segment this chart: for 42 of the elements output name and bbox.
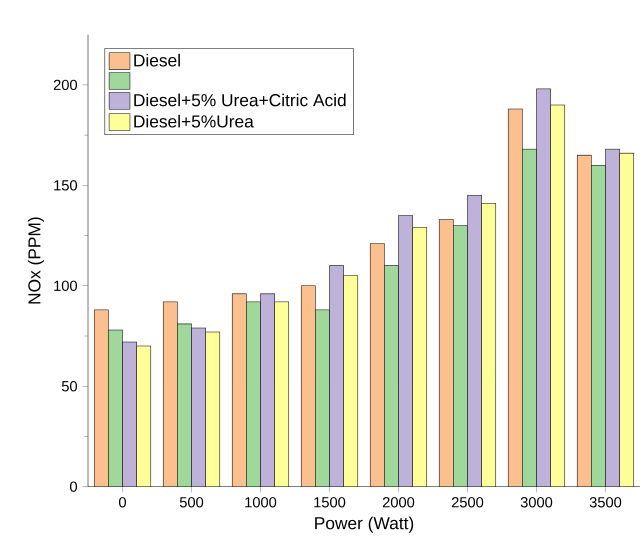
y-tick-label: 200 xyxy=(54,80,78,90)
bar xyxy=(576,155,592,487)
x-tick-label: 3500 xyxy=(590,497,622,508)
legend-label: Diesel+5%Urea xyxy=(134,115,254,128)
bar xyxy=(398,216,413,487)
bar xyxy=(136,346,151,487)
bar xyxy=(370,244,384,487)
bar xyxy=(439,220,454,487)
bar xyxy=(301,286,316,487)
bar xyxy=(94,310,108,487)
y-tick-label: 100 xyxy=(54,280,78,292)
y-tick-label: 150 xyxy=(54,180,78,191)
bar xyxy=(163,302,178,487)
x-tick-label: 2000 xyxy=(382,497,414,508)
bar xyxy=(550,105,565,487)
bar xyxy=(192,328,206,487)
x-tick-label: 1000 xyxy=(245,497,276,508)
legend-label: Diesel+5% Urea+Citric Acid xyxy=(134,94,346,107)
bar xyxy=(274,302,289,487)
bar xyxy=(329,266,344,487)
x-axis-title: Power (Watt) xyxy=(315,516,414,533)
bar xyxy=(619,153,634,487)
x-tick-label: 1500 xyxy=(314,497,346,508)
bar xyxy=(605,149,620,487)
bar xyxy=(260,294,275,487)
bar xyxy=(232,294,246,487)
y-axis-title: NOx (PPM) xyxy=(28,218,44,304)
y-tick-label: 0 xyxy=(70,482,78,492)
legend-label: Diesel xyxy=(134,54,180,67)
bar xyxy=(412,228,427,487)
x-tick-label: 0 xyxy=(118,497,126,508)
bar xyxy=(467,196,482,487)
y-tick-label: 50 xyxy=(62,381,78,392)
bar xyxy=(536,89,551,487)
bar xyxy=(508,109,522,487)
x-tick-label: 2500 xyxy=(452,497,484,508)
bar xyxy=(122,342,137,487)
x-tick-label: 3000 xyxy=(520,497,552,508)
x-tick-label: 500 xyxy=(180,497,204,508)
bar xyxy=(206,332,220,487)
bar xyxy=(344,276,358,487)
bar xyxy=(482,204,496,487)
